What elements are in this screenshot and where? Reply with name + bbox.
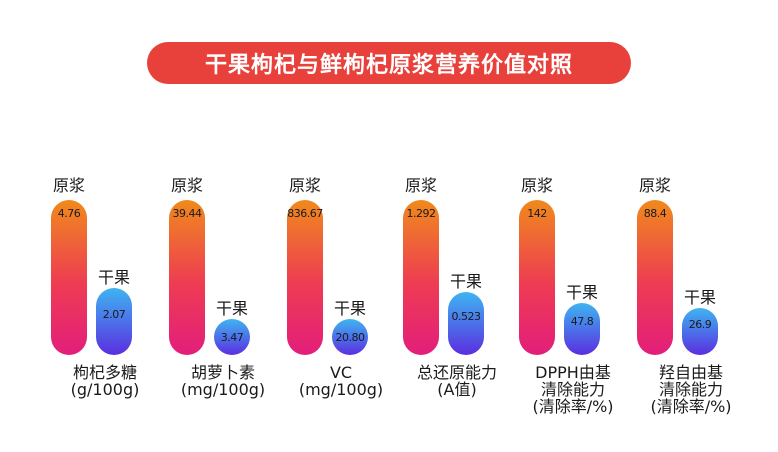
dry-bar: 2.07	[96, 288, 132, 355]
dry-series-label: 干果	[565, 283, 598, 302]
fresh-bar: 142	[519, 200, 555, 355]
bar-group: 142 原浆 47.8 干果 DPPH由基 清除能力 (清除率/%)	[518, 0, 628, 452]
fresh-bar: 39.44	[169, 200, 205, 355]
fresh-bar: 88.4	[637, 200, 673, 355]
fresh-bar: 836.67	[287, 200, 323, 355]
dry-bar: 3.47	[214, 319, 250, 355]
fresh-series-label: 原浆	[638, 176, 671, 195]
category-label-line: (g/100g)	[70, 380, 140, 399]
dry-value-label: 3.47	[220, 331, 244, 344]
bar-group: 39.44 原浆 3.47 干果胡萝卜素 (mg/100g)	[168, 0, 278, 452]
dry-series-label: 干果	[97, 268, 130, 287]
fresh-value-label: 836.67	[287, 207, 323, 220]
bar-group: 4.76 原浆 2.07 干果枸杞多糖 (g/100g)	[50, 0, 160, 452]
category-label-line: 总还原能力	[416, 363, 497, 382]
dry-value-label: 26.9	[688, 318, 712, 331]
fresh-series-label: 原浆	[288, 176, 321, 195]
dry-value-label: 20.80	[335, 331, 366, 344]
fresh-bar: 1.292	[403, 200, 439, 355]
dry-value-label: 0.523	[451, 310, 482, 323]
category-label-line: (mg/100g)	[180, 380, 266, 399]
category-label-line: 清除能力	[658, 380, 723, 399]
chart-title-banner: 干果枸杞与鲜枸杞原浆营养价值对照	[147, 42, 631, 84]
bar-group: 836.67 原浆 20.80 干果 VC (mg/100g)	[286, 0, 396, 452]
chart-title: 干果枸杞与鲜枸杞原浆营养价值对照	[204, 53, 573, 78]
category-label-line: 羟自由基	[658, 363, 723, 382]
category-label-line: 枸杞多糖	[72, 363, 137, 382]
fresh-series-label: 原浆	[52, 176, 85, 195]
category-label: 胡萝卜素 (mg/100g)	[163, 364, 283, 398]
dry-value-label: 2.07	[102, 308, 126, 321]
category-label-line: 清除能力	[540, 380, 605, 399]
category-label: DPPH由基 清除能力 (清除率/%)	[513, 364, 633, 415]
fresh-value-label: 88.4	[643, 207, 667, 220]
dry-bar: 0.523	[448, 292, 484, 355]
dry-series-label: 干果	[449, 272, 482, 291]
category-label-line: VC	[329, 363, 353, 382]
fresh-value-label: 4.76	[57, 207, 81, 220]
category-label-line: DPPH由基	[535, 363, 611, 382]
fresh-value-label: 39.44	[172, 207, 203, 220]
category-label: 总还原能力 (A值)	[397, 364, 517, 398]
fresh-value-label: 1.292	[406, 207, 437, 220]
fresh-series-label: 原浆	[520, 176, 553, 195]
bar-group: 88.4 原浆 26.9 干果羟自由基 清除能力 (清除率/%)	[636, 0, 746, 452]
category-label: 羟自由基 清除能力 (清除率/%)	[631, 364, 751, 415]
dry-value-label: 47.8	[570, 315, 594, 328]
dry-series-label: 干果	[683, 288, 716, 307]
category-label-line: (A值)	[437, 380, 477, 399]
category-label-line: 胡萝卜素	[190, 363, 255, 382]
fresh-series-label: 原浆	[170, 176, 203, 195]
dry-series-label: 干果	[215, 299, 248, 318]
category-label-line: (清除率/%)	[650, 397, 732, 416]
fresh-bar: 4.76	[51, 200, 87, 355]
dry-bar: 20.80	[332, 319, 368, 355]
category-label-line: (清除率/%)	[532, 397, 614, 416]
dry-bar: 26.9	[682, 308, 718, 355]
fresh-series-label: 原浆	[404, 176, 437, 195]
dry-bar: 47.8	[564, 303, 600, 355]
dry-series-label: 干果	[333, 299, 366, 318]
fresh-value-label: 142	[527, 207, 547, 220]
bar-group: 1.292 原浆 0.523 干果总还原能力 (A值)	[402, 0, 512, 452]
category-label-line: (mg/100g)	[298, 380, 384, 399]
category-label: VC (mg/100g)	[281, 364, 401, 398]
category-label: 枸杞多糖 (g/100g)	[45, 364, 165, 398]
